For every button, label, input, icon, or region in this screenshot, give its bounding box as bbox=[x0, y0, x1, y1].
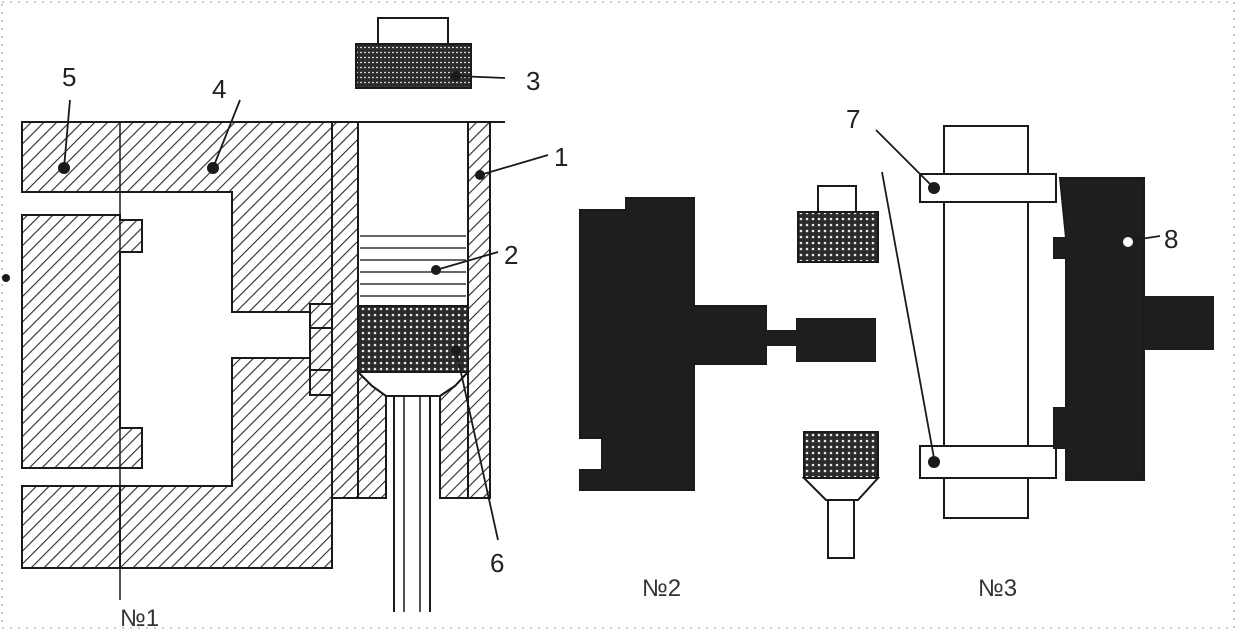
gate-fig2 bbox=[766, 330, 796, 346]
nozzle-block-fig2 bbox=[796, 318, 876, 362]
figure-2: №2 bbox=[579, 185, 881, 602]
clamp-bottom-fig3 bbox=[919, 445, 1057, 479]
piston-cap-fig2 bbox=[817, 185, 857, 213]
label-5: 5 bbox=[62, 62, 76, 92]
mold-plate-bottom-left bbox=[21, 485, 121, 569]
clamp-top-fig3 bbox=[919, 173, 1057, 203]
figure-1: 5 4 3 1 2 6 №1 bbox=[2, 17, 568, 630]
figure-3: 7 8 №3 bbox=[846, 104, 1214, 602]
material-layers bbox=[360, 235, 466, 297]
piston-3 bbox=[355, 43, 472, 89]
caption-fig3: №3 bbox=[978, 575, 1017, 602]
label-8: 8 bbox=[1164, 224, 1178, 254]
piston-cap bbox=[377, 17, 449, 45]
label-1: 1 bbox=[554, 142, 568, 172]
label-3: 3 bbox=[526, 66, 540, 96]
piston-fig2 bbox=[797, 211, 879, 263]
mold-half-fig3 bbox=[1053, 177, 1145, 481]
billet-fig2 bbox=[803, 431, 879, 479]
cylinder-wall-left bbox=[331, 121, 359, 499]
mold-plate-top bbox=[21, 121, 333, 569]
label-7: 7 bbox=[846, 104, 860, 134]
caption-fig1: №1 bbox=[120, 605, 159, 630]
label-4: 4 bbox=[212, 74, 226, 104]
plunger-head-fig2 bbox=[801, 477, 881, 501]
mold-half-left bbox=[21, 214, 143, 469]
label-6: 6 bbox=[490, 548, 504, 578]
plunger-rod-fig2 bbox=[827, 499, 855, 559]
dot-8 bbox=[1123, 237, 1133, 247]
charge-billet bbox=[357, 305, 469, 373]
mold-half-fig2 bbox=[579, 197, 767, 491]
label-2: 2 bbox=[504, 240, 518, 270]
caption-fig2: №2 bbox=[642, 575, 681, 602]
nozzle-fig3 bbox=[1144, 296, 1214, 350]
